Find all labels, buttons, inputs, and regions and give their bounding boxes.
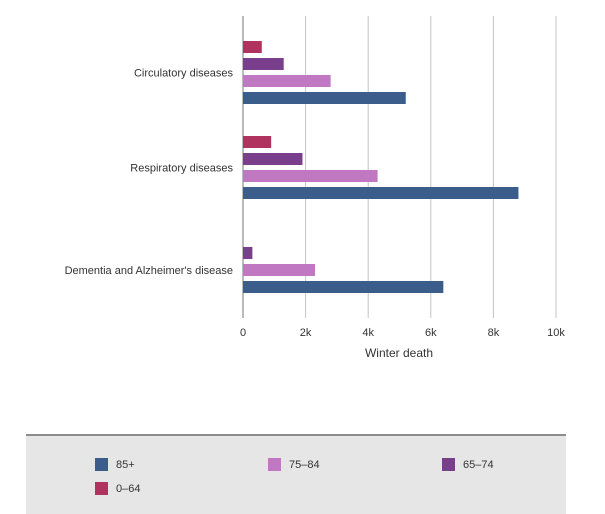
bar-respiratory-diseases-75-84[interactable]	[243, 170, 378, 182]
legend-swatch-85plus	[95, 458, 108, 471]
legend-label-0-64: 0–64	[116, 482, 141, 495]
legend-item-75-84[interactable]: 75–84	[268, 458, 320, 471]
legend-label-75-84: 75–84	[289, 458, 320, 471]
bar-respiratory-diseases-0-64[interactable]	[243, 136, 272, 148]
legend-label-85plus: 85+	[116, 458, 135, 471]
legend-item-65-74[interactable]: 65–74	[442, 458, 494, 471]
legend-swatch-75-84	[268, 458, 281, 471]
bar-circulatory-diseases-65-74[interactable]	[243, 58, 284, 70]
legend-label-65-74: 65–74	[463, 458, 494, 471]
x-tick-label: 8k	[488, 327, 500, 339]
bar-circulatory-diseases-85+[interactable]	[243, 92, 406, 104]
category-label: Circulatory diseases	[134, 68, 234, 80]
category-label: Respiratory diseases	[130, 163, 233, 175]
legend-swatch-0-64	[95, 482, 108, 495]
legend: 85+ 75–84 65–74 0–64	[26, 434, 566, 514]
label-layer: 0 2k 4k 6k 8k 10k Circulatory diseases Respirat…	[65, 68, 566, 340]
bar-dementia-and-alzheimer-s-disease-65-74[interactable]	[243, 247, 253, 259]
x-tick-label: 2k	[300, 327, 312, 339]
x-tick-label: 10k	[547, 327, 565, 339]
legend-item-85plus[interactable]: 85+	[95, 458, 135, 471]
bar-respiratory-diseases-85+[interactable]	[243, 187, 519, 199]
bar-circulatory-diseases-0-64[interactable]	[243, 41, 262, 53]
bar-chart: 0 2k 4k 6k 8k 10k Circulatory diseases Respirat…	[65, 16, 566, 360]
legend-swatch-65-74	[442, 458, 455, 471]
x-tick-label: 0	[240, 327, 246, 339]
x-tick-label: 4k	[362, 327, 374, 339]
x-axis-title: Winter death	[365, 346, 433, 360]
bar-layer	[243, 41, 519, 293]
bar-dementia-and-alzheimer-s-disease-75-84[interactable]	[243, 264, 315, 276]
legend-item-0-64[interactable]: 0–64	[95, 482, 140, 495]
category-label: Dementia and Alzheimer's disease	[65, 265, 233, 277]
bar-dementia-and-alzheimer-s-disease-85+[interactable]	[243, 281, 444, 293]
bar-circulatory-diseases-75-84[interactable]	[243, 75, 331, 87]
bar-respiratory-diseases-65-74[interactable]	[243, 153, 303, 165]
x-tick-label: 6k	[425, 327, 437, 339]
